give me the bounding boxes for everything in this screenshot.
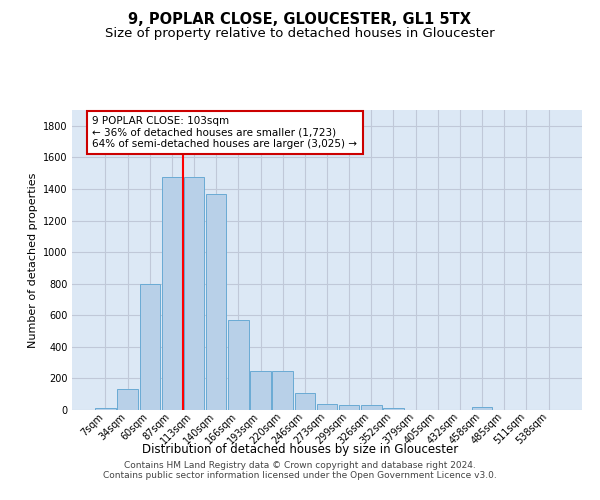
Bar [339,406,359,410]
Text: Distribution of detached houses by size in Gloucester: Distribution of detached houses by size … [142,442,458,456]
Bar [118,390,138,410]
Bar [295,392,315,410]
Text: Contains HM Land Registry data © Crown copyright and database right 2024.
Contai: Contains HM Land Registry data © Crown c… [103,460,497,480]
Bar [140,284,160,410]
Bar [95,408,116,410]
Bar [272,370,293,410]
Bar [161,177,182,410]
Bar [184,177,204,410]
Bar [250,370,271,410]
Y-axis label: Number of detached properties: Number of detached properties [28,172,38,348]
Text: 9, POPLAR CLOSE, GLOUCESTER, GL1 5TX: 9, POPLAR CLOSE, GLOUCESTER, GL1 5TX [128,12,472,28]
Bar [361,406,382,410]
Bar [383,408,404,410]
Bar [206,194,226,410]
Bar [228,320,248,410]
Bar [317,404,337,410]
Text: 9 POPLAR CLOSE: 103sqm
← 36% of detached houses are smaller (1,723)
64% of semi-: 9 POPLAR CLOSE: 103sqm ← 36% of detached… [92,116,358,149]
Bar [472,407,493,410]
Text: Size of property relative to detached houses in Gloucester: Size of property relative to detached ho… [105,28,495,40]
